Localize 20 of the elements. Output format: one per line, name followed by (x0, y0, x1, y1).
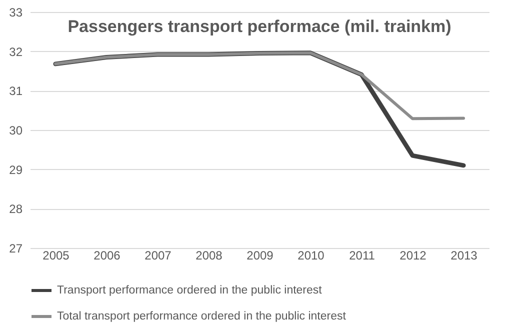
x-tick-label: 2006 (94, 248, 121, 262)
line-series (54, 51, 465, 120)
y-tick-label: 28 (9, 202, 23, 216)
x-tick-label: 2013 (450, 248, 478, 262)
x-tick-label: 2005 (42, 248, 70, 262)
y-tick-label: 30 (9, 124, 23, 138)
y-tick-label: 32 (9, 44, 23, 59)
x-tick-label: 2010 (298, 248, 325, 262)
x-tick-label: 2012 (400, 248, 427, 262)
y-tick-label: 31 (9, 84, 23, 98)
y-tick-label: 29 (9, 162, 23, 177)
x-tick-label: 2011 (349, 248, 376, 262)
chart-title: Passengers transport performace (mil. trainkm) (68, 17, 452, 36)
x-tick-label: 2008 (196, 248, 223, 262)
legend-label: Transport performance ordered in the public interest (57, 284, 323, 296)
x-tick-label: 2007 (144, 248, 172, 262)
legend-label: Total transport performance ordered in the public interest (57, 310, 347, 322)
y-tick-label: 33 (9, 6, 23, 20)
x-tick-label: 2009 (246, 248, 274, 262)
y-tick-label: 27 (9, 242, 23, 256)
